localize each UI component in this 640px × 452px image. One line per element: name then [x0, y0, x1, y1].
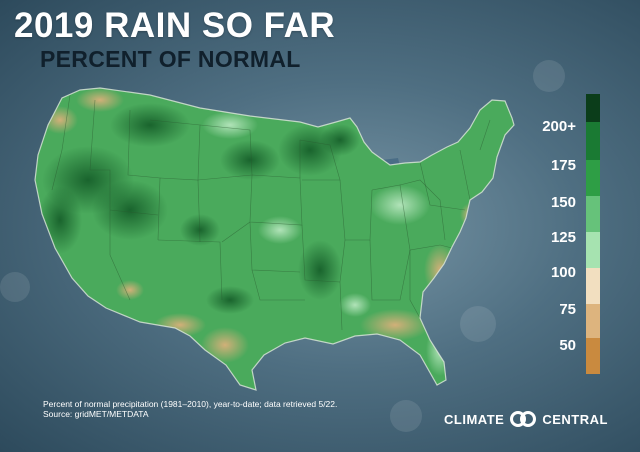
dry-zone: [360, 309, 430, 341]
normal-zone: [339, 293, 371, 317]
legend-label-75: 75: [559, 301, 576, 318]
dry-zone: [201, 327, 249, 363]
legend-swatch: [586, 232, 600, 268]
wet-zone: [320, 124, 360, 156]
legend-swatch: [586, 304, 600, 338]
legend-swatch: [586, 122, 600, 160]
map-title: 2019 RAIN SO FAR: [14, 6, 336, 45]
legend-label-150: 150: [550, 194, 576, 211]
wet-zone: [206, 286, 254, 314]
legend-swatch: [586, 268, 600, 304]
legend-swatch: [586, 196, 600, 232]
brand-rings-icon: [510, 411, 537, 427]
climate-central-logo: CLIMATE CENTRAL: [444, 410, 608, 428]
wet-zone: [180, 214, 220, 246]
footnote-source: Source: gridMET/METDATA: [43, 409, 149, 419]
legend-label-200plus: 200+: [542, 118, 576, 135]
normal-zone: [426, 324, 454, 376]
dry-zone: [76, 88, 124, 112]
legend-label-125: 125: [550, 229, 576, 246]
background-bokeh: [460, 306, 496, 342]
legend-swatch: [586, 94, 600, 122]
legend-label-100: 100: [550, 264, 576, 281]
map-subtitle: PERCENT OF NORMAL: [40, 46, 301, 72]
wet-zone: [298, 240, 342, 300]
footnote-description: Percent of normal precipitation (1981–20…: [43, 399, 338, 409]
legend-label-50: 50: [559, 337, 576, 354]
legend-swatch: [586, 160, 600, 196]
dry-zone: [42, 106, 78, 134]
legend-label-175: 175: [550, 157, 576, 174]
background-bokeh: [390, 400, 422, 432]
footnote: Percent of normal precipitation (1981–20…: [43, 399, 463, 419]
normal-zone: [370, 185, 430, 225]
us-outline: [34, 87, 515, 391]
wet-zone: [110, 103, 190, 147]
dry-zone: [116, 280, 144, 300]
normal-zone: [202, 111, 258, 139]
background-bokeh: [0, 272, 30, 302]
legend-color-bar: [586, 94, 600, 374]
dry-zone: [460, 203, 480, 227]
wet-zone: [220, 140, 280, 180]
wet-zone: [92, 180, 168, 240]
background-bokeh: [533, 60, 565, 92]
state-borders: [51, 94, 491, 331]
normal-zone: [258, 216, 302, 244]
legend-swatch: [586, 338, 600, 374]
dry-zone: [154, 313, 206, 337]
brand-word-left: CLIMATE: [444, 411, 505, 427]
brand-word-right: CENTRAL: [542, 411, 608, 427]
